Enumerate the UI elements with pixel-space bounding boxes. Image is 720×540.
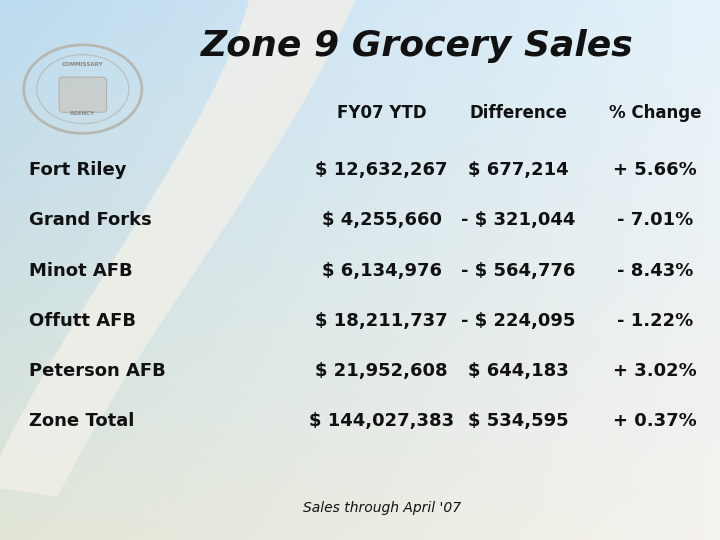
Text: $ 4,255,660: $ 4,255,660 <box>322 211 441 230</box>
Text: FY07 YTD: FY07 YTD <box>337 104 426 123</box>
PathPatch shape <box>0 0 360 497</box>
Text: Sales through April '07: Sales through April '07 <box>302 501 461 515</box>
Text: Zone 9 Grocery Sales: Zone 9 Grocery Sales <box>201 29 634 63</box>
Text: Difference: Difference <box>469 104 567 123</box>
Text: Zone Total: Zone Total <box>29 412 134 430</box>
Text: - $ 224,095: - $ 224,095 <box>462 312 575 330</box>
Text: Grand Forks: Grand Forks <box>29 211 151 230</box>
Text: - 8.43%: - 8.43% <box>617 261 693 280</box>
FancyBboxPatch shape <box>59 77 107 112</box>
Text: COMMISSARY: COMMISSARY <box>62 62 104 68</box>
Text: $ 6,134,976: $ 6,134,976 <box>322 261 441 280</box>
Text: + 5.66%: + 5.66% <box>613 161 697 179</box>
Text: $ 12,632,267: $ 12,632,267 <box>315 161 448 179</box>
Text: $ 644,183: $ 644,183 <box>468 362 569 380</box>
Text: $ 18,211,737: $ 18,211,737 <box>315 312 448 330</box>
Text: $ 144,027,383: $ 144,027,383 <box>309 412 454 430</box>
Text: Offutt AFB: Offutt AFB <box>29 312 136 330</box>
Text: Minot AFB: Minot AFB <box>29 261 132 280</box>
Text: - $ 321,044: - $ 321,044 <box>462 211 575 230</box>
Text: Fort Riley: Fort Riley <box>29 161 126 179</box>
Text: AGENCY: AGENCY <box>71 111 95 116</box>
Text: - $ 564,776: - $ 564,776 <box>462 261 575 280</box>
Text: - 7.01%: - 7.01% <box>617 211 693 230</box>
Text: - 1.22%: - 1.22% <box>617 312 693 330</box>
Text: + 0.37%: + 0.37% <box>613 412 697 430</box>
Text: $ 677,214: $ 677,214 <box>468 161 569 179</box>
Text: + 3.02%: + 3.02% <box>613 362 697 380</box>
Text: $ 21,952,608: $ 21,952,608 <box>315 362 448 380</box>
Text: % Change: % Change <box>609 104 701 123</box>
Text: Peterson AFB: Peterson AFB <box>29 362 166 380</box>
Text: $ 534,595: $ 534,595 <box>468 412 569 430</box>
